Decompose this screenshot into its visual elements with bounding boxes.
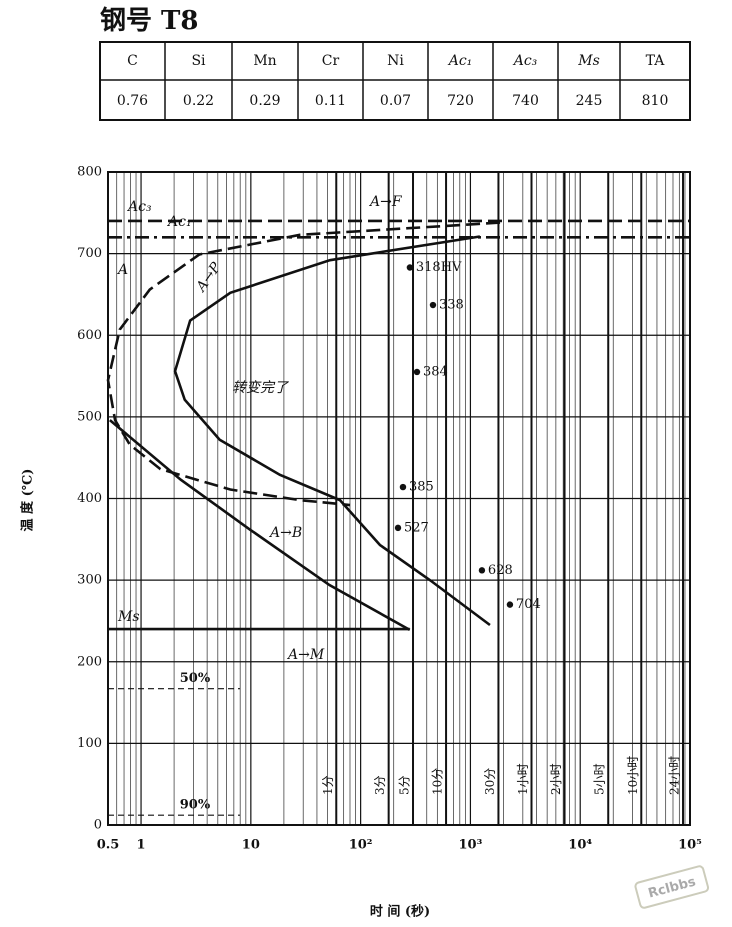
y-tick-label: 200	[77, 654, 102, 669]
y-tick-label: 100	[77, 736, 102, 751]
hardness-point	[429, 301, 437, 309]
x-axis-label: 时 间 (秒)	[370, 904, 430, 920]
table-cell: 720	[447, 93, 474, 109]
table-cell: 810	[642, 93, 669, 109]
annotation: A→F	[368, 194, 403, 210]
y-tick-label: 0	[94, 818, 102, 833]
x-tick-label: 1	[137, 838, 146, 853]
time-mark-label: 30分	[483, 768, 497, 795]
y-tick-label: 600	[77, 328, 102, 343]
time-mark-label: 5小时	[593, 763, 607, 795]
curve	[173, 235, 491, 627]
martensite-level-label: 90%	[180, 798, 211, 813]
table-cell: 740	[512, 93, 539, 109]
curve	[109, 419, 411, 632]
y-axis-label: 温 度 (℃)	[20, 469, 36, 532]
annotation: A→M	[286, 647, 325, 663]
y-tick-label: 300	[77, 573, 102, 588]
annotation: 转变完了	[232, 380, 290, 396]
hardness-label: 527	[404, 520, 429, 535]
table-header: Ac₃	[512, 53, 538, 69]
hardness-label: 384	[423, 364, 448, 379]
watermark-box	[634, 865, 710, 909]
y-tick-label: 700	[77, 246, 102, 261]
table-cell: 0.07	[380, 93, 411, 109]
table-cell: 245	[576, 93, 603, 109]
hardness-point	[506, 601, 514, 608]
table-header: Cr	[322, 53, 340, 69]
table-header: Si	[191, 53, 206, 69]
time-mark-label: 24小时	[668, 756, 682, 795]
series-label: Ac₃	[126, 199, 152, 215]
table-header: Ms	[577, 53, 600, 69]
hardness-point	[406, 264, 414, 271]
time-mark-label: 5分	[398, 775, 412, 795]
time-mark-label: 1小时	[516, 763, 530, 795]
y-tick-label: 400	[77, 491, 102, 506]
x-tick-label: 10⁴	[568, 838, 592, 853]
plot-frame	[107, 171, 691, 826]
x-tick-label: 0.5	[97, 838, 120, 853]
time-mark-label: 10分	[431, 768, 445, 795]
martensite-level-label: 50%	[180, 671, 211, 686]
x-tick-label: 10³	[459, 838, 483, 853]
x-tick-label: 10⁵	[678, 838, 702, 853]
hardness-point	[478, 567, 486, 574]
hardness-label: 704	[516, 597, 541, 612]
hardness-point	[399, 483, 407, 491]
table-header: Mn	[253, 53, 276, 69]
annotation: A→P	[192, 259, 225, 296]
table-header: Ni	[387, 53, 404, 69]
time-mark-label: 3分	[373, 775, 387, 795]
y-tick-label: 800	[77, 165, 102, 180]
hardness-label: 628	[488, 563, 513, 578]
annotation: A→B	[268, 525, 302, 541]
hardness-label: 385	[409, 480, 434, 495]
curve	[106, 221, 501, 507]
table-cell: 0.76	[117, 93, 148, 109]
table-cell: 0.22	[183, 93, 214, 109]
series-label: Ms	[117, 609, 140, 625]
x-tick-label: 10²	[349, 838, 373, 853]
table-border	[99, 41, 691, 121]
time-mark-label: 2小时	[549, 763, 563, 795]
table-cell: 0.29	[249, 93, 280, 109]
annotation: A	[116, 262, 128, 278]
hardness-label: 318HV	[416, 260, 462, 275]
table-cell: 0.11	[315, 93, 346, 109]
steel-title: 钢号 T8	[100, 6, 199, 36]
table-header: C	[127, 53, 138, 69]
hardness-label: 338	[439, 298, 464, 313]
plot: 0 100 200 300 400 500 600 700 800 0.5 1 10 10² 10³ 10⁴…	[77, 165, 702, 853]
series-label: Ac₁	[166, 214, 192, 230]
hardness-point	[413, 368, 421, 376]
table-header: TA	[646, 53, 666, 69]
time-mark-label: 1分	[321, 775, 335, 795]
hardness-point	[394, 524, 402, 532]
time-mark-label: 10小时	[626, 756, 640, 795]
x-tick-label: 10	[242, 838, 260, 853]
table-header: Ac₁	[447, 53, 473, 69]
y-tick-label: 500	[77, 409, 102, 424]
